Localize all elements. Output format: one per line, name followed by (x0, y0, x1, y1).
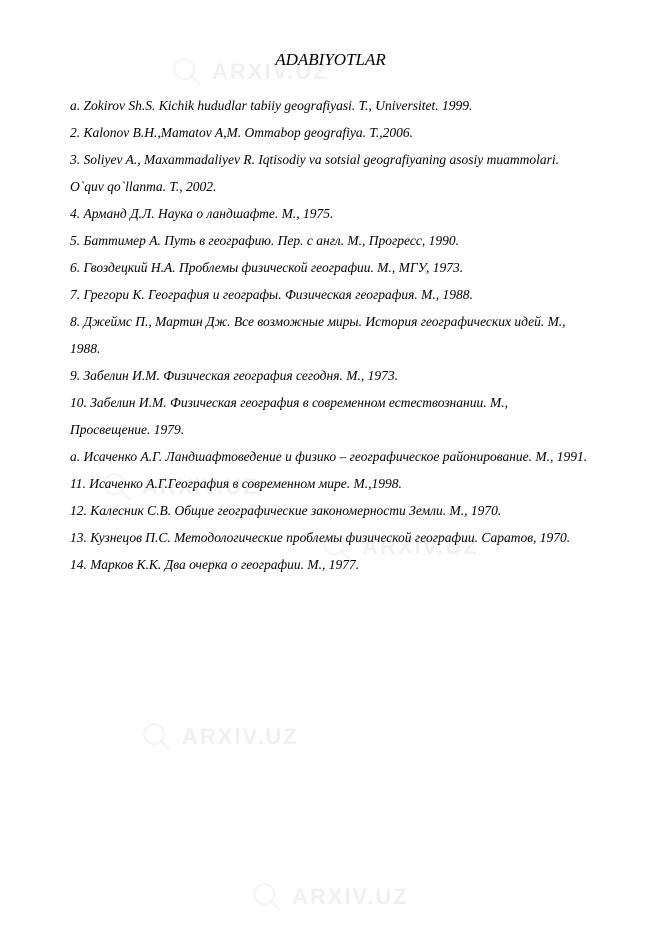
reference-item: 12. Калесник С.В. Общие географические з… (70, 497, 591, 524)
reference-item: 2. Kalonov B.H.,Mamatov A,M. Ommabop geo… (70, 119, 591, 146)
reference-item: 5. Баттимер А. Путь в географию. Пер. с … (70, 227, 591, 254)
page-title: ADABIYOTLAR (70, 50, 591, 70)
watermark-text: ARXIV.UZ (182, 724, 299, 750)
reference-item: 6. Гвоздецкий Н.А. Проблемы физической г… (70, 254, 591, 281)
reference-item: a. Zokirov Sh.S. Kichik hududlar tabiiy … (70, 92, 591, 119)
reference-item: 7. Грегори К. География и географы. Физи… (70, 281, 591, 308)
reference-item: 8. Джеймс П., Мартин Дж. Все возможные м… (70, 308, 591, 362)
references-list: a. Zokirov Sh.S. Kichik hududlar tabiiy … (70, 92, 591, 578)
reference-item: a. Исаченко А.Г. Ландшафтоведение и физи… (70, 443, 591, 470)
reference-item: 10. Забелин И.М. Физическая география в … (70, 389, 591, 443)
watermark: ARXIV.UZ (140, 720, 299, 754)
watermark: ARXIV.UZ (250, 880, 409, 914)
reference-item: 4. Арманд Д.Л. Наука о ландшафте. М., 19… (70, 200, 591, 227)
reference-item: 3. Soliyev A., Maxammadaliyev R. Iqtisod… (70, 146, 591, 200)
reference-item: 14. Марков К.К. Два очерка о географии. … (70, 551, 591, 578)
reference-item: 9. Забелин И.М. Физическая география сег… (70, 362, 591, 389)
reference-item: 13. Кузнецов П.С. Методологические пробл… (70, 524, 591, 551)
watermark-text: ARXIV.UZ (292, 884, 409, 910)
reference-item: 11. Исаченко А.Г.География в современном… (70, 470, 591, 497)
